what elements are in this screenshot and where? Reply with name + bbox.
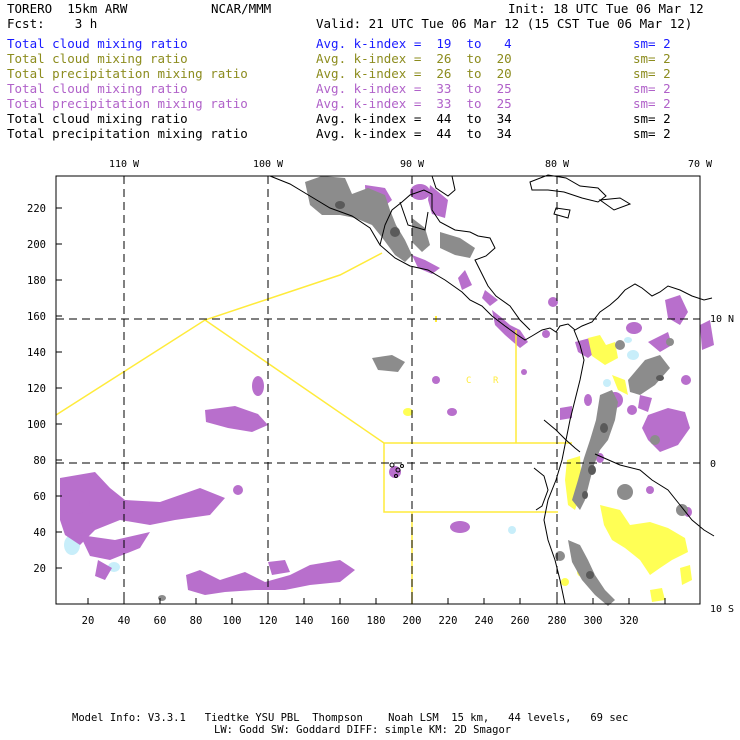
valid-time: Valid: 21 UTC Tue 06 Mar 12 (15 CST Tue … — [316, 16, 693, 31]
legend-smoothing: sm= 2 — [633, 36, 671, 51]
axis-ticks — [56, 207, 666, 604]
x-tick-label: 120 — [259, 615, 278, 627]
yellow-cloud-areas — [403, 335, 692, 602]
x-tick-label: 180 — [367, 615, 386, 627]
lon-label: 80 W — [545, 159, 570, 170]
x-tick-label: 60 — [154, 615, 167, 627]
x-tick-label: 20 — [82, 615, 95, 627]
light-blue-cloud-areas — [64, 337, 639, 572]
x-tick-label: 200 — [403, 615, 422, 627]
legend-field: Total cloud mixing ratio — [7, 81, 188, 96]
x-tick-label: 260 — [511, 615, 530, 627]
lon-label: 90 W — [400, 159, 425, 170]
x-tick-label: 220 — [439, 615, 458, 627]
map-frame — [55, 175, 701, 605]
legend-row: Total cloud mixing ratio Avg. k-index = … — [7, 111, 671, 171]
legend-smoothing: sm= 2 — [633, 51, 671, 66]
lon-label: 110 W — [109, 159, 140, 170]
lat-label: 10 N — [710, 314, 734, 325]
legend-row: Total precipitation mixing ratio Avg. k-… — [7, 126, 671, 186]
y-tick-labels: 20 40 60 80 100 120 140 160 180 200 220 — [27, 203, 46, 575]
lat-label: 10 S — [710, 604, 734, 615]
map-plot-area: C R — [55, 174, 715, 606]
legend-field: Total precipitation mixing ratio — [7, 66, 248, 81]
legend-smoothing: sm= 2 — [633, 96, 671, 111]
x-tick-label: 160 — [331, 615, 350, 627]
model-info-line-2: LW: Godd SW: Goddard DIFF: simple KM: 2D… — [214, 724, 512, 736]
coastlines — [269, 174, 715, 605]
y-tick-label: 160 — [27, 311, 46, 323]
y-tick-label: 200 — [27, 239, 46, 251]
purple-cloud-areas — [60, 184, 714, 595]
legend-smoothing: sm= 2 — [633, 111, 671, 126]
legend-kindex: Avg. k-index = 26 to 20 — [316, 66, 512, 81]
x-tick-label: 140 — [295, 615, 314, 627]
legend-field: Total cloud mixing ratio — [7, 111, 188, 126]
legend-kindex: Avg. k-index = 44 to 34 — [316, 126, 512, 141]
y-tick-label: 220 — [27, 203, 46, 215]
legend-kindex: Avg. k-index = 19 to 4 — [316, 36, 512, 51]
center-name: NCAR/MMM — [211, 1, 272, 16]
legend-smoothing: sm= 2 — [633, 81, 671, 96]
region-boundaries — [55, 252, 572, 604]
x-tick-label: 40 — [118, 615, 131, 627]
legend-kindex: Avg. k-index = 26 to 20 — [316, 51, 512, 66]
y-tick-label: 120 — [27, 383, 46, 395]
x-tick-label: 100 — [223, 615, 242, 627]
x-tick-label: 240 — [475, 615, 494, 627]
y-tick-label: 20 — [33, 563, 46, 575]
legend-field: Total cloud mixing ratio — [7, 36, 188, 51]
legend-kindex: Avg. k-index = 33 to 25 — [316, 96, 512, 111]
x-tick-label: 280 — [548, 615, 567, 627]
latlon-grid — [56, 176, 700, 604]
x-tick-label: 300 — [584, 615, 603, 627]
legend-field: Total cloud mixing ratio — [7, 51, 188, 66]
init-time: Init: 18 UTC Tue 06 Mar 12 — [508, 1, 704, 16]
legend-row: Total precipitation mixing ratio Avg. k-… — [7, 96, 671, 156]
legend-smoothing: sm= 2 — [633, 66, 671, 81]
region-label: C — [466, 376, 471, 386]
legend-row: Total cloud mixing ratio Avg. k-index = … — [7, 36, 671, 96]
lon-label: 70 W — [688, 159, 713, 170]
y-tick-label: 180 — [27, 275, 46, 287]
model-info-line-1: Model Info: V3.3.1 Tiedtke YSU PBL Thomp… — [72, 712, 629, 724]
legend-kindex: Avg. k-index = 44 to 34 — [316, 111, 512, 126]
y-tick-label: 100 — [27, 419, 46, 431]
legend-row: Total cloud mixing ratio Avg. k-index = … — [7, 81, 671, 141]
x-tick-label: 320 — [620, 615, 639, 627]
lat-label: 0 — [710, 459, 716, 470]
legend-kindex: Avg. k-index = 33 to 25 — [316, 81, 512, 96]
dark-gray-cores — [335, 201, 664, 579]
x-tick-label: 80 — [190, 615, 203, 627]
y-tick-label: 140 — [27, 347, 46, 359]
model-name: TORERO 15km ARW — [7, 1, 128, 16]
y-tick-label: 60 — [33, 491, 46, 503]
x-tick-labels: 20 40 60 80 100 120 140 160 180 200 220 … — [82, 615, 639, 627]
legend-field: Total precipitation mixing ratio — [7, 96, 248, 111]
y-tick-label: 40 — [33, 527, 46, 539]
forecast-hour: Fcst: 3 h — [7, 16, 98, 31]
legend-field: Total precipitation mixing ratio — [7, 126, 248, 141]
gray-cloud-areas — [158, 176, 688, 606]
legend-row: Total precipitation mixing ratio Avg. k-… — [7, 66, 671, 126]
lon-label: 100 W — [253, 159, 284, 170]
legend-smoothing: sm= 2 — [633, 126, 671, 141]
legend-row: Total cloud mixing ratio Avg. k-index = … — [7, 51, 671, 111]
y-tick-label: 80 — [33, 455, 46, 467]
region-label: R — [493, 376, 499, 386]
